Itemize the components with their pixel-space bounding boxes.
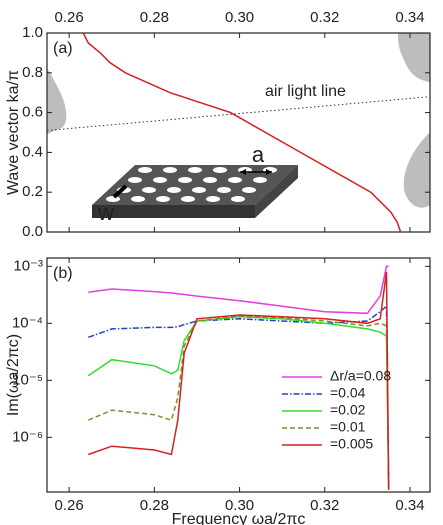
series-line — [88, 315, 390, 490]
y-tick-label: 10⁻⁵ — [12, 371, 43, 388]
series-line — [88, 265, 389, 315]
x-tick-label: 0.26 — [55, 9, 84, 26]
series-line — [88, 304, 390, 490]
x-tick-label: 0.26 — [55, 497, 84, 514]
legend-label: Δr/a=0.08 — [330, 368, 391, 384]
x-tick-label: 0.30 — [225, 497, 254, 514]
series-line — [88, 271, 390, 490]
legend-label: =0.005 — [330, 436, 373, 452]
plot-frame — [46, 257, 431, 493]
x-tick-label: 0.30 — [225, 9, 254, 26]
inset-slab — [92, 165, 298, 218]
y-tick-label: 10⁻⁴ — [12, 314, 43, 331]
y-axis-label: Im(ωa/2πc) — [5, 334, 22, 416]
y-tick-label: 0.2 — [22, 183, 43, 200]
inset-label: w — [97, 200, 114, 225]
y-tick-label: 0.8 — [22, 64, 43, 81]
x-axis-label: Frequency ωa/2πc — [172, 511, 306, 525]
y-tick-label: 10⁻⁶ — [12, 428, 43, 445]
panel-label: (a) — [53, 40, 73, 57]
legend-label: =0.01 — [330, 419, 366, 435]
x-tick-label: 0.32 — [310, 497, 339, 514]
y-tick-label: 1.0 — [22, 24, 43, 41]
x-tick-label: 0.28 — [140, 497, 169, 514]
legend-label: =0.04 — [330, 385, 366, 401]
series-line — [82, 32, 402, 233]
y-axis-label: Wave vector ka/π — [5, 70, 22, 195]
band-regions — [47, 33, 430, 208]
x-tick-label: 0.34 — [395, 497, 424, 514]
x-tick-label: 0.28 — [140, 9, 169, 26]
y-tick-label: 0.0 — [22, 223, 43, 240]
y-tick-label: 10⁻³ — [13, 257, 43, 274]
plot-frame — [46, 32, 431, 233]
inset-label: a — [252, 142, 265, 167]
y-tick-label: 0.6 — [22, 104, 43, 121]
series-line — [46, 96, 431, 131]
panel-label: (b) — [53, 265, 73, 282]
y-tick-label: 0.4 — [22, 143, 43, 160]
annotation: air light line — [265, 83, 346, 100]
x-tick-label: 0.34 — [395, 9, 424, 26]
legend-label: =0.02 — [330, 402, 366, 418]
x-tick-label: 0.32 — [310, 9, 339, 26]
